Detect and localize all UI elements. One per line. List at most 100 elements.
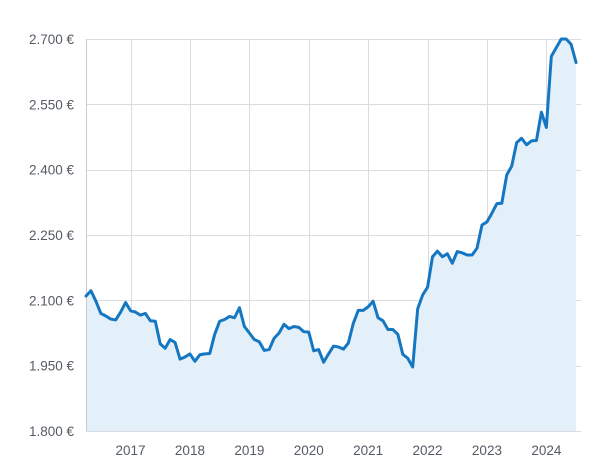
- data-point: [406, 357, 409, 360]
- x-tick-label: 2022: [413, 443, 443, 458]
- data-point: [466, 254, 469, 257]
- data-point: [169, 338, 172, 341]
- data-point: [357, 309, 360, 312]
- data-point: [505, 173, 508, 176]
- data-point: [312, 349, 315, 352]
- data-point: [401, 353, 404, 356]
- data-point: [525, 143, 528, 146]
- x-tick-label: 2019: [234, 443, 264, 458]
- data-point: [451, 262, 454, 265]
- data-point: [545, 126, 548, 129]
- data-point: [555, 46, 558, 49]
- data-point: [109, 318, 112, 321]
- data-point: [570, 43, 573, 46]
- data-point: [119, 311, 122, 314]
- data-point: [565, 38, 568, 41]
- data-point: [560, 38, 563, 41]
- x-tick-label: 2023: [472, 443, 502, 458]
- data-point: [203, 352, 206, 355]
- data-point: [263, 349, 266, 352]
- data-point: [134, 311, 137, 314]
- data-point: [456, 250, 459, 253]
- data-point: [193, 360, 196, 363]
- data-point: [154, 320, 157, 323]
- data-point: [159, 342, 162, 345]
- x-tick-label: 2024: [531, 443, 562, 458]
- data-point: [426, 286, 429, 289]
- x-tick-label: 2021: [353, 443, 383, 458]
- data-point: [322, 361, 325, 364]
- data-point: [362, 309, 365, 312]
- data-point: [416, 308, 419, 311]
- data-point: [184, 355, 187, 358]
- data-point: [396, 333, 399, 336]
- data-point: [347, 342, 350, 345]
- data-point: [382, 319, 385, 322]
- series-line: [84, 37, 578, 369]
- data-point: [218, 320, 221, 323]
- data-point: [540, 111, 543, 114]
- data-point: [446, 252, 449, 255]
- data-point: [550, 55, 553, 58]
- data-point: [495, 202, 498, 205]
- data-point: [411, 365, 414, 368]
- data-point: [129, 309, 132, 312]
- data-point: [287, 327, 290, 330]
- data-point: [188, 352, 191, 355]
- data-point: [461, 251, 464, 254]
- data-point: [520, 137, 523, 140]
- data-point: [228, 315, 231, 318]
- data-point: [114, 318, 117, 321]
- data-point: [386, 328, 389, 331]
- data-point: [372, 300, 375, 303]
- data-point: [327, 352, 330, 355]
- data-point: [575, 61, 578, 64]
- data-point: [307, 331, 310, 334]
- data-point: [94, 300, 97, 303]
- data-point: [352, 322, 355, 325]
- data-point: [342, 348, 345, 351]
- data-point: [248, 332, 251, 335]
- data-point: [302, 330, 305, 333]
- data-point: [332, 345, 335, 348]
- data-point: [174, 341, 177, 344]
- data-point: [198, 353, 201, 356]
- data-point: [436, 250, 439, 253]
- data-point: [421, 294, 424, 297]
- data-point: [367, 305, 370, 308]
- data-point: [144, 312, 147, 315]
- data-point: [85, 294, 88, 297]
- data-point: [253, 338, 256, 341]
- data-point: [500, 202, 503, 205]
- data-point: [149, 319, 152, 322]
- data-point: [377, 316, 380, 319]
- data-point: [510, 165, 513, 168]
- data-point: [485, 220, 488, 223]
- data-point: [490, 212, 493, 215]
- data-point: [238, 306, 241, 309]
- data-point: [99, 312, 102, 315]
- data-point: [391, 328, 394, 331]
- data-point: [273, 337, 276, 340]
- data-point: [481, 223, 484, 226]
- data-point: [283, 323, 286, 326]
- data-point: [104, 315, 107, 318]
- data-point: [89, 289, 92, 292]
- y-tick-label: 2.100 €: [29, 293, 75, 308]
- x-tick-label: 2017: [116, 443, 146, 458]
- y-tick-label: 2.400 €: [29, 163, 75, 178]
- tick-labels: 1.800 € 1.950 € 2.100 € 2.250 € 2.400 € 2.550…: [29, 32, 562, 458]
- data-point: [337, 345, 340, 348]
- data-point: [268, 348, 271, 351]
- data-point: [471, 254, 474, 257]
- area-fill: [86, 39, 577, 431]
- x-tick-label: 2018: [175, 443, 205, 458]
- data-point: [297, 326, 300, 329]
- data-point: [208, 352, 211, 355]
- data-point: [213, 333, 216, 336]
- data-point: [243, 325, 246, 328]
- data-point: [179, 358, 182, 361]
- data-point: [317, 348, 320, 351]
- y-tick-label: 1.800 €: [29, 424, 75, 439]
